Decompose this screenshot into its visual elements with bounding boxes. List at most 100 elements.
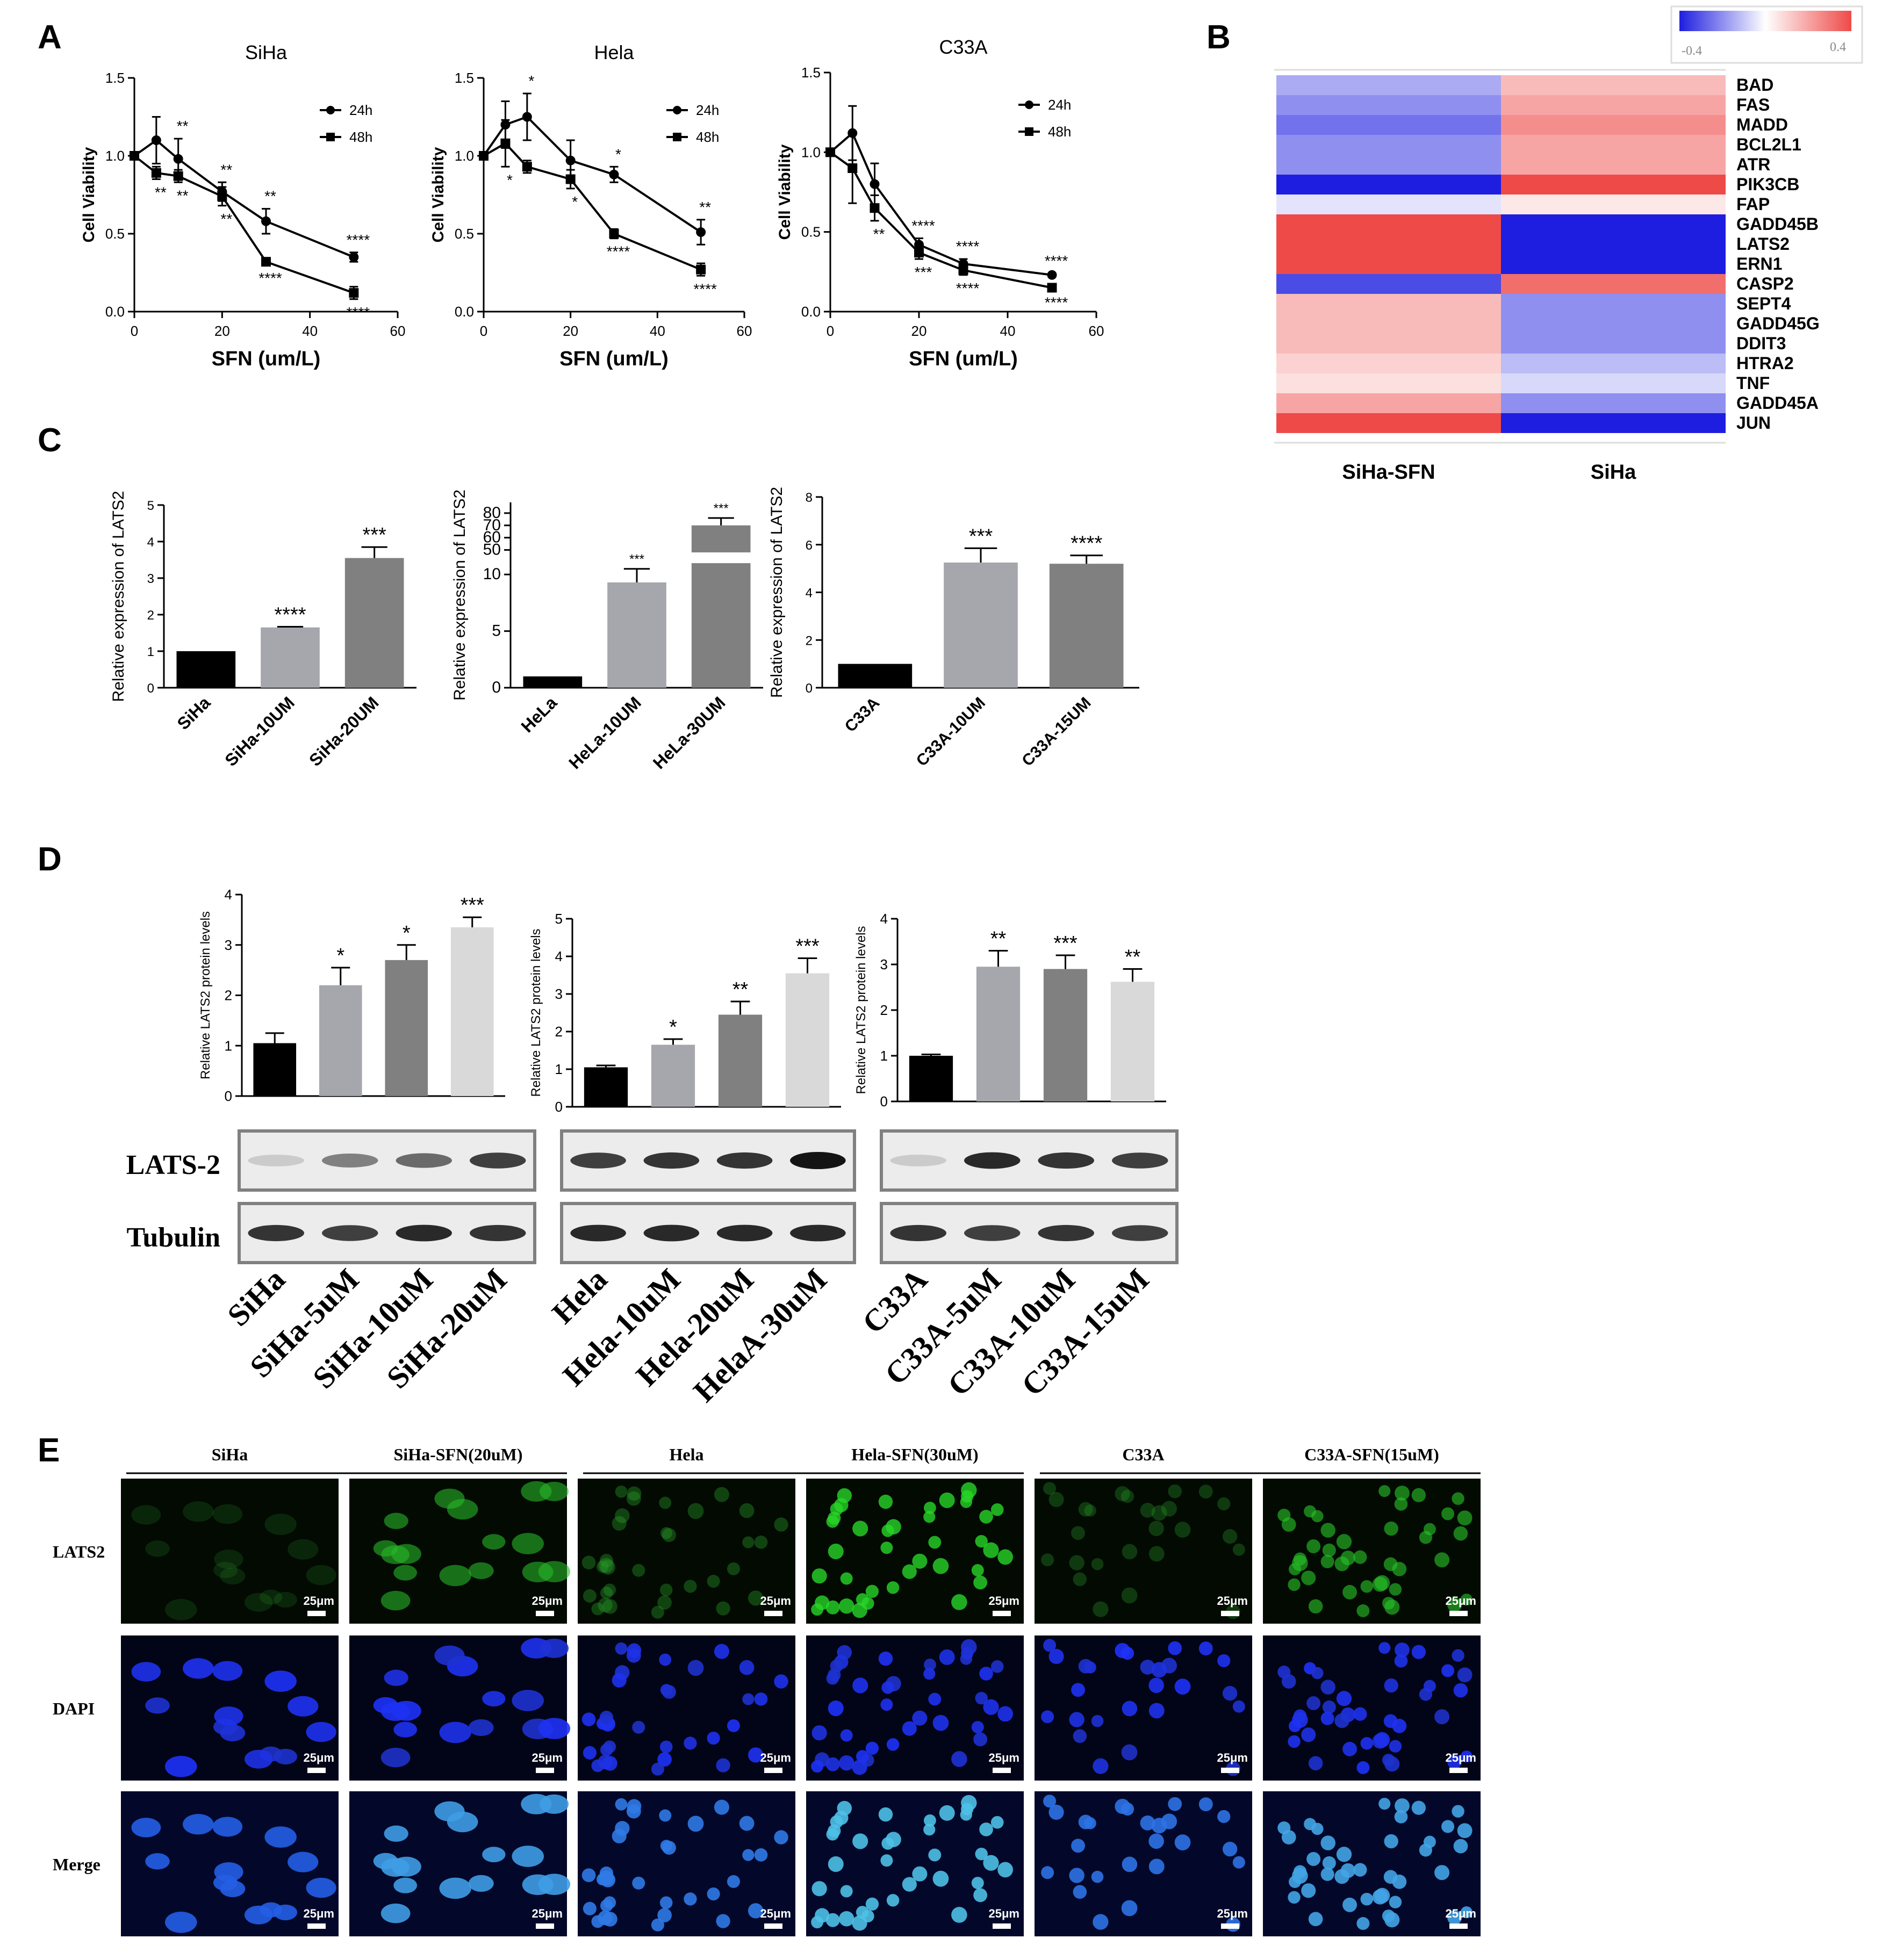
cell-nucleus [482,1847,506,1863]
cell-nucleus [538,1718,571,1739]
cell-nucleus [852,1915,867,1931]
cell-nucleus [1353,1863,1367,1877]
cell-nucleus [923,1668,936,1680]
y-tick-label: 5 [492,622,501,640]
heatmap-row-label: PIK3CB [1736,175,1799,194]
cell-nucleus [1384,1599,1400,1615]
cell-nucleus [165,1755,197,1777]
category-label: HeLa-30UM [649,693,729,773]
cell-nucleus [1395,1486,1410,1501]
y-tick-label: 0 [806,681,813,696]
blot-band [322,1225,378,1241]
bar [691,525,751,553]
cell-nucleus [1460,1750,1473,1763]
heat-cell [1501,354,1726,373]
cell-nucleus [1151,1662,1167,1678]
cell-nucleus [1356,1761,1370,1775]
row-label: Merge [53,1855,100,1874]
cell-nucleus [923,1814,936,1827]
significance-stars: * [528,73,534,89]
x-tick-label: 0 [131,323,138,339]
cell-nucleus [1434,1865,1450,1880]
scale-bar [307,1768,326,1773]
cell-nucleus [852,1521,868,1537]
cell-nucleus [632,1563,645,1577]
cell-nucleus [1453,1683,1468,1698]
y-axis-label: Relative LATS2 protein levels [529,928,543,1097]
cell-nucleus [1071,1526,1085,1540]
heat-cell [1276,234,1501,254]
cell-nucleus [1311,1667,1324,1680]
data-point-24h [261,216,271,226]
heatmap-row-label: GADD45A [1736,393,1819,413]
y-tick-label: 0.5 [105,226,125,242]
bar [909,1056,953,1101]
cell-nucleus [1232,1543,1245,1556]
cell-nucleus [774,1674,788,1689]
chart-title: SiHa [245,41,288,63]
legend-marker [326,106,335,114]
cell-nucleus [742,1693,755,1705]
x-tick-label: 60 [737,323,752,339]
cell-nucleus [220,1880,246,1898]
data-point-24h [349,252,359,262]
heat-cell [1501,234,1726,254]
scale-bar-label: 25μm [532,1751,563,1764]
column-header: Hela-SFN(30uM) [851,1445,978,1464]
cell-nucleus [939,1649,955,1665]
cell-nucleus [1289,1875,1302,1889]
cell-nucleus [811,1725,827,1741]
scale-bar-label: 25μm [532,1907,563,1920]
category-label: C33A [842,694,884,736]
cell-nucleus [183,1501,214,1522]
heatmap: BADFASMADDBCL2L1ATRPIK3CBFAPGADD45BLATS2… [1274,5,1863,484]
heat-cell [1276,314,1501,334]
cell-nucleus [244,1592,273,1612]
data-point-48h [261,257,271,267]
cell-nucleus [865,1741,879,1755]
cell-nucleus [1078,1814,1093,1829]
y-axis-label: Relative expression of LATS2 [110,491,127,702]
cell-nucleus [539,1794,569,1814]
cell-nucleus [1374,1732,1390,1748]
data-point-48h [173,171,183,181]
cell-nucleus [662,1685,676,1699]
blot-band [790,1152,846,1169]
y-tick-label: 2 [806,633,813,648]
category-label: SiHa-10UM [221,693,298,770]
cell-nucleus [1360,1892,1374,1906]
cell-nucleus [1281,1517,1296,1532]
blot-band [1112,1152,1168,1169]
heatmap-row-label: LATS2 [1736,234,1790,254]
heat-cell [1501,115,1726,135]
bar [718,1014,763,1107]
cell-nucleus [1232,1700,1245,1713]
cell-nucleus [600,1743,613,1756]
cell-nucleus [727,1719,740,1732]
cell-nucleus [214,1862,243,1882]
bar-chart-6: 0 2 4 6 8 C33A *** C33A-10UM **** C33A-15UM Relati… [768,487,1139,770]
y-tick-label: 2 [555,1024,563,1040]
scale-bar-label: 25μm [1217,1907,1248,1920]
cell-nucleus [928,1536,942,1549]
heat-cell [1276,354,1501,373]
cell-nucleus [1384,1521,1398,1536]
line-chart-c33a: 0.0 0.5 1.0 1.5 0 20 40 60 C33A SFN (um/L) Cell Vi… [776,36,1104,370]
data-point-24h [696,227,706,237]
cell-nucleus [1069,1555,1084,1570]
y-tick-label: 1 [880,1048,888,1064]
cell-nucleus [657,1595,672,1610]
bar [651,1044,695,1107]
cell-nucleus [912,1710,928,1726]
cell-nucleus [1394,1497,1408,1511]
cell-nucleus [1356,1604,1370,1618]
cell-nucleus [306,1877,336,1898]
cell-nucleus [1121,1647,1134,1660]
y-tick-label: 4 [147,535,154,550]
significance-stars: **** [956,280,980,297]
cell-nucleus [1374,1887,1390,1904]
y-tick-label: 0 [147,681,154,696]
y-tick-label: 4 [806,586,813,601]
heat-cell [1501,254,1726,274]
cell-nucleus [1457,1667,1473,1683]
